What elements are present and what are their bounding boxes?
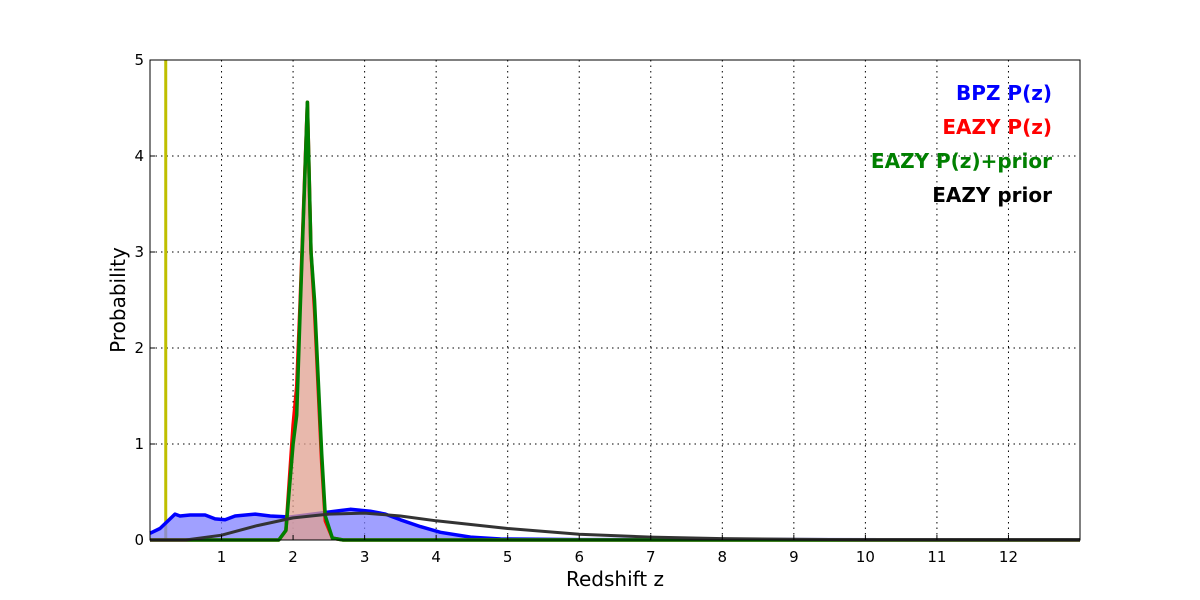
- y-tick-label: 3: [134, 243, 144, 261]
- x-tick-label: 3: [360, 548, 370, 566]
- x-tick-label: 5: [503, 548, 513, 566]
- series-line-2: [150, 100, 1080, 542]
- legend-entry: EAZY prior: [932, 183, 1052, 207]
- y-tick-label: 4: [134, 147, 144, 165]
- x-tick-label: 9: [789, 548, 799, 566]
- x-tick-label: 4: [431, 548, 441, 566]
- y-tick-label: 5: [134, 51, 144, 69]
- x-axis-label: Redshift z: [566, 567, 664, 591]
- x-tick-label: 8: [718, 548, 728, 566]
- x-tick-label: 10: [856, 548, 875, 566]
- x-tick-label: 11: [927, 548, 946, 566]
- x-tick-label: 1: [217, 548, 227, 566]
- legend-entry: EAZY P(z): [942, 115, 1052, 139]
- legend-entry: EAZY P(z)+prior: [871, 149, 1052, 173]
- plot-frame: [149, 59, 1081, 541]
- y-tick-label: 1: [134, 435, 144, 453]
- series-fill-0: [150, 509, 1080, 540]
- y-tick-label: 0: [134, 531, 144, 549]
- y-axis-label: Probability: [106, 247, 130, 353]
- series-layer: [149, 60, 1081, 542]
- series-line-3: [150, 511, 1081, 542]
- x-tick-label: 6: [574, 548, 584, 566]
- x-tick-label: 12: [999, 548, 1018, 566]
- legend-entry: BPZ P(z): [956, 81, 1052, 105]
- legend: BPZ P(z) EAZY P(z) EAZY P(z)+prior EAZY pri…: [871, 81, 1052, 207]
- x-tick-label: 7: [646, 548, 656, 566]
- x-tick-label: 2: [288, 548, 298, 566]
- y-tick-label: 2: [134, 339, 144, 357]
